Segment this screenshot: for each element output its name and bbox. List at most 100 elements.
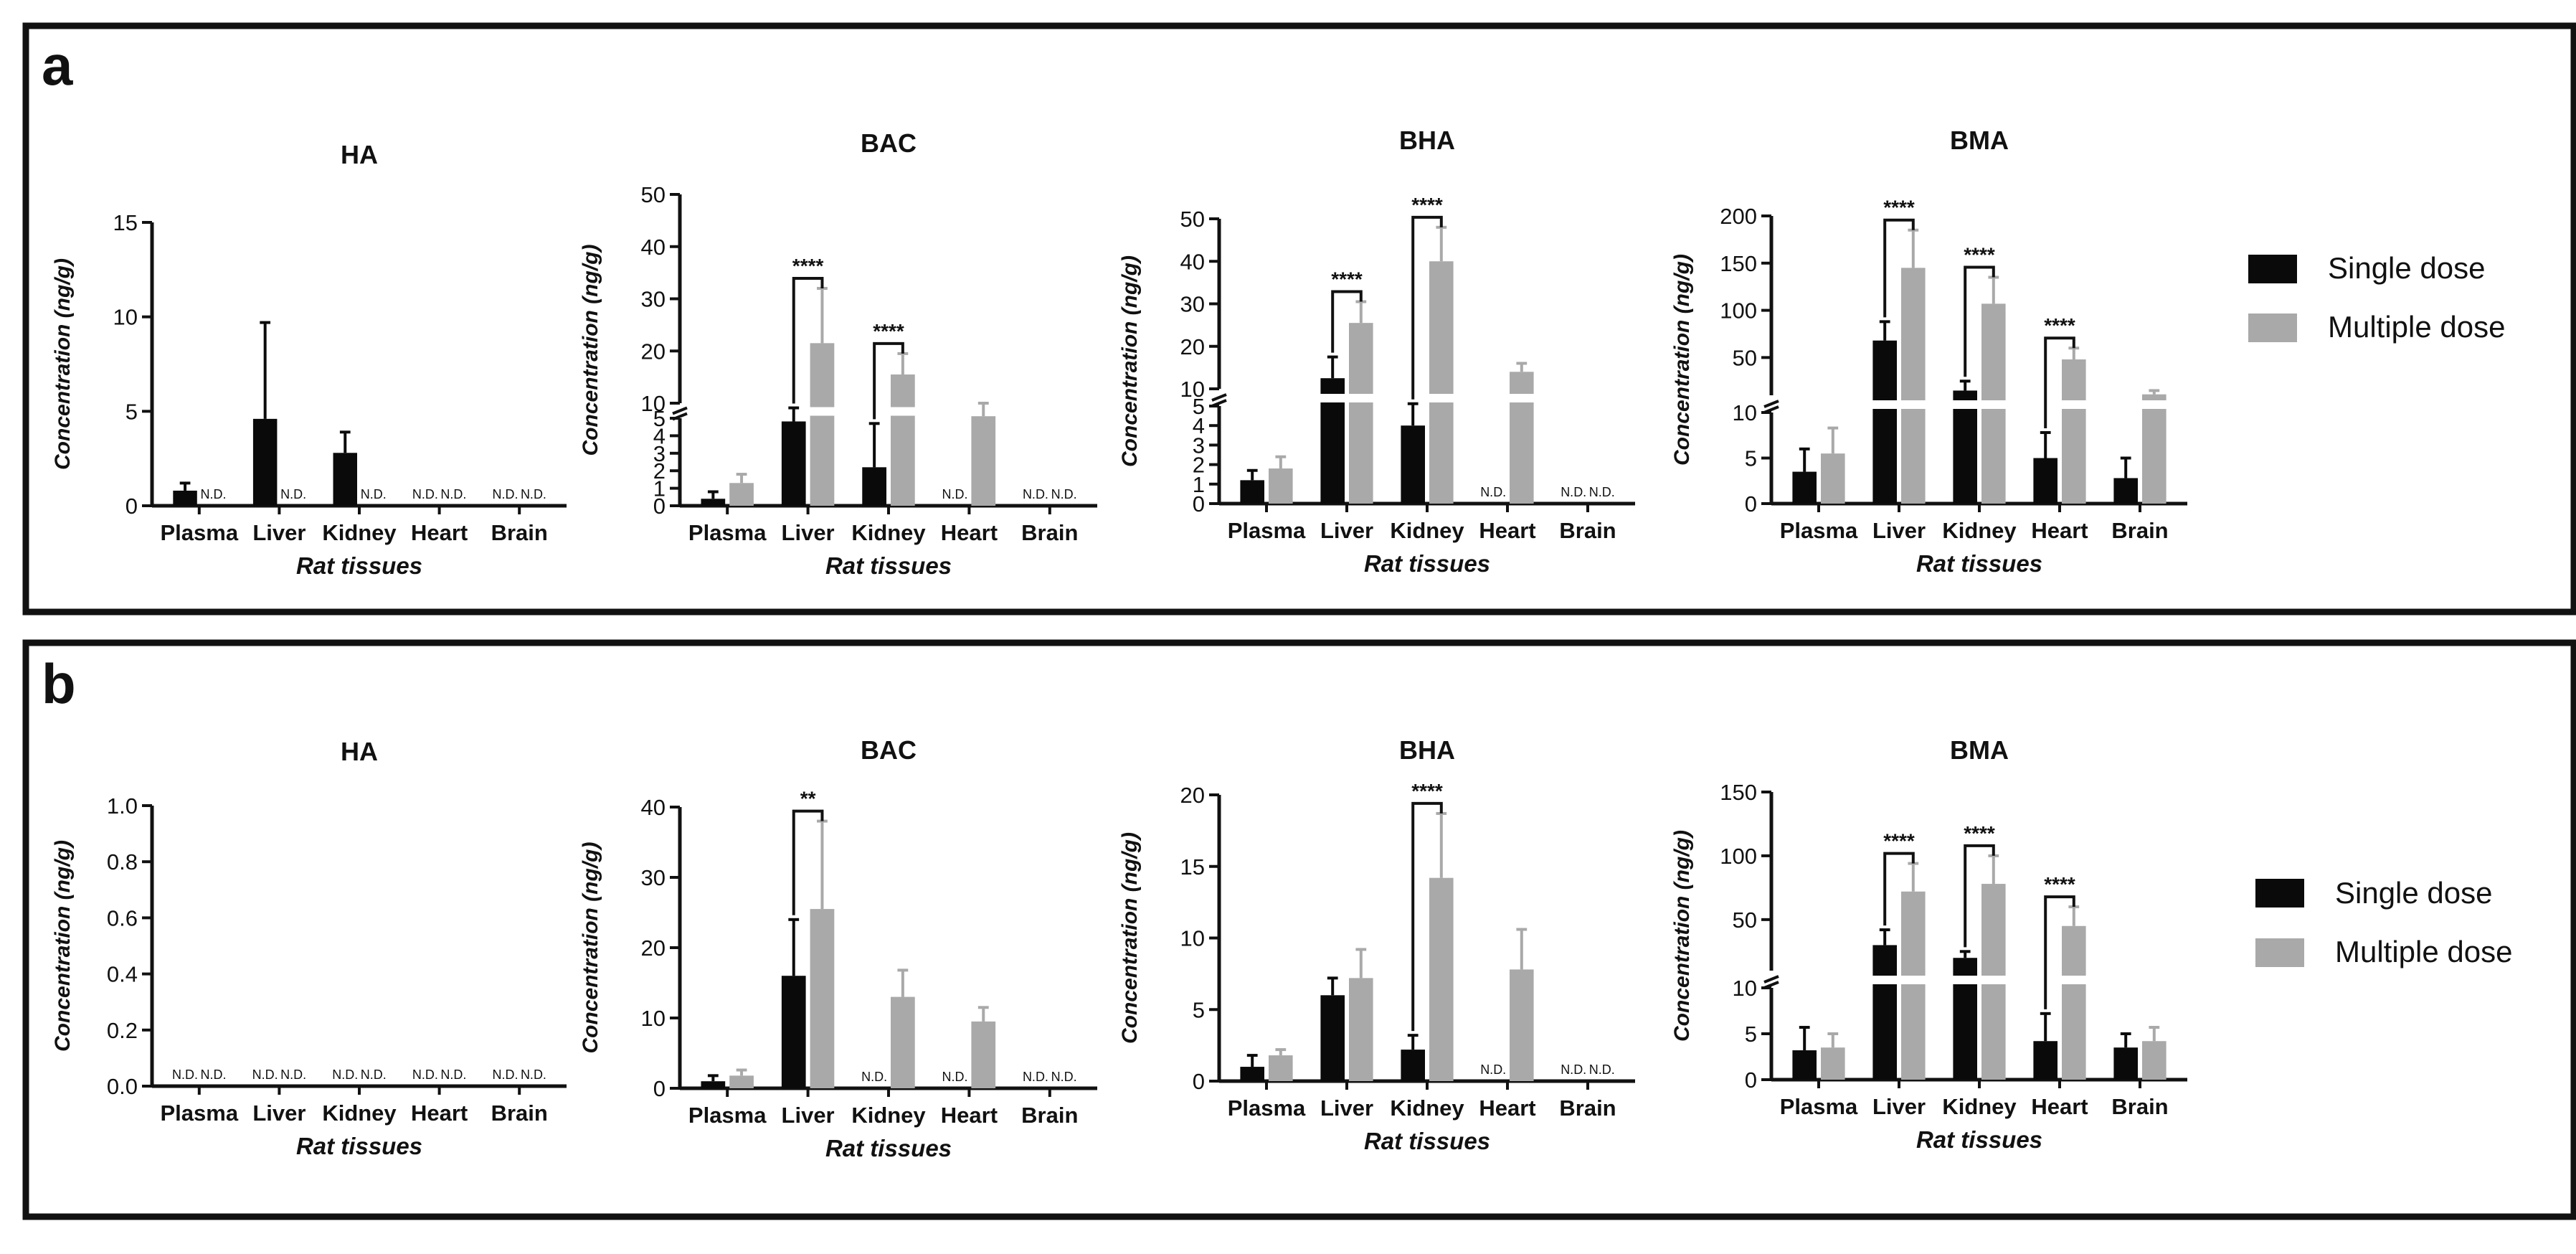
significance-bracket [1331,290,1363,353]
y-tick-label: 10 [1180,926,1205,951]
y-tick-label: 0.8 [107,849,138,874]
nd-label: N.D. [412,1067,438,1082]
x-tick-label: Heart [1479,1095,1535,1121]
x-tick-label: Kidney [1390,1095,1464,1121]
y-tick-label: 30 [1180,292,1205,317]
y-tick-label: 0 [1745,1067,1757,1093]
y-tick-label: 20 [641,935,666,961]
nd-label: N.D. [1023,487,1048,501]
x-tick-label: Plasma [688,520,767,545]
y-tick-label: 40 [1180,249,1205,274]
y-tick-label: 50 [641,182,666,207]
significance-label: **** [2044,873,2075,895]
bar-break-gap [1348,394,1375,402]
y-tick-label: 50 [1733,345,1757,370]
y-tick-label: 20 [1180,783,1205,808]
bar-multiple-kidney [1429,261,1454,504]
significance-bracket [2044,895,2075,1009]
y-tick-label: 50 [1733,908,1757,933]
y-tick-label: 5 [653,406,666,431]
significance-label: **** [1964,822,1995,844]
bar-break-gap [2060,400,2088,409]
y-tick-label: 0 [1745,491,1757,517]
x-tick-label: Liver [1320,1095,1373,1121]
nd-label: N.D. [942,1070,968,1084]
y-tick-label: 1 [653,476,666,501]
bar-single-brain [2113,478,2138,504]
bar-single-plasma [1792,1050,1817,1080]
y-tick-label: 100 [1720,844,1757,869]
nd-label: N.D. [361,487,387,501]
nd-label: N.D. [1480,1062,1506,1077]
legend-b-single-swatch [2255,879,2304,908]
nd-label: N.D. [492,1067,518,1082]
y-tick-label: 4 [1193,413,1205,438]
x-axis-label: Rat tissues [825,1135,952,1161]
y-tick-label: 0 [653,1076,666,1101]
chart-title: BHA [1399,126,1455,155]
y-tick-label: 10 [641,391,666,416]
y-tick-label: 10 [113,305,138,330]
nd-label: N.D. [361,1067,387,1082]
x-tick-label: Liver [1872,1094,1926,1119]
y-tick-label: 2 [653,458,666,484]
x-tick-label: Plasma [1228,1095,1306,1121]
y-axis-label: Concentration (ng/g) [1118,832,1142,1044]
x-axis-label: Rat tissues [1364,550,1490,577]
significance-bracket [1883,852,1915,926]
bar-single-kidney [1953,390,1977,504]
x-tick-label: Plasma [1228,518,1306,543]
nd-label: N.D. [440,487,466,501]
bar-multiple-plasma [1269,468,1293,504]
x-tick-label: Plasma [1780,518,1858,543]
bar-single-plasma [1240,1067,1264,1081]
bar-multiple-heart [1510,372,1534,504]
x-tick-label: Brain [491,1100,548,1126]
bar-multiple-plasma [729,483,754,506]
bar-multiple-liver [1349,978,1373,1081]
bar-break-gap [889,407,917,416]
x-axis-label: Rat tissues [1916,1126,2042,1153]
nd-label: N.D. [1051,1070,1077,1084]
bar-multiple-kidney [891,996,915,1088]
significance-bracket [873,341,904,420]
bar-multiple-plasma [1821,1047,1845,1080]
bar-break-gap [2060,976,2088,984]
significance-bracket [792,809,824,915]
bar-break-gap [1428,394,1455,402]
bar-single-heart [2033,1041,2058,1080]
bar-single-liver [1872,945,1897,1080]
bar-break-gap [1871,976,1898,984]
y-tick-label: 30 [641,865,666,890]
y-tick-label: 15 [1180,854,1205,880]
y-tick-label: 0 [126,494,138,519]
bar-single-kidney [1401,425,1425,504]
bar-multiple-liver [1901,891,1926,1080]
bar-multiple-liver [810,909,835,1088]
x-tick-label: Heart [1479,518,1535,543]
significance-bracket [1964,265,1995,377]
chart-b-bha: BHA 0 5 10 15 20 Concentration (ng/g) Plasma Liv… [1118,735,1635,1154]
bar-single-plasma [173,490,197,506]
significance-label: **** [1964,244,1995,266]
legend-b-multiple-label: Multiple dose [2335,935,2512,968]
nd-label: N.D. [1480,485,1506,499]
y-tick-label: 0.4 [107,962,138,987]
bar-single-kidney [1401,1050,1425,1081]
panel-a-letter: a [42,34,73,97]
nd-label: N.D. [942,487,968,501]
x-tick-label: Kidney [1942,1094,2017,1119]
x-tick-label: Liver [782,520,835,545]
x-tick-label: Kidney [322,1100,397,1126]
nd-label: N.D. [252,1067,278,1082]
y-tick-label: 10 [641,1006,666,1031]
chart-title: BMA [1950,735,2009,765]
legend-a-single-swatch [2248,255,2297,283]
nd-label: N.D. [280,487,306,501]
y-axis-label: Concentration (ng/g) [579,245,602,456]
bar-single-liver [1872,340,1897,504]
bar-single-liver [252,418,278,506]
